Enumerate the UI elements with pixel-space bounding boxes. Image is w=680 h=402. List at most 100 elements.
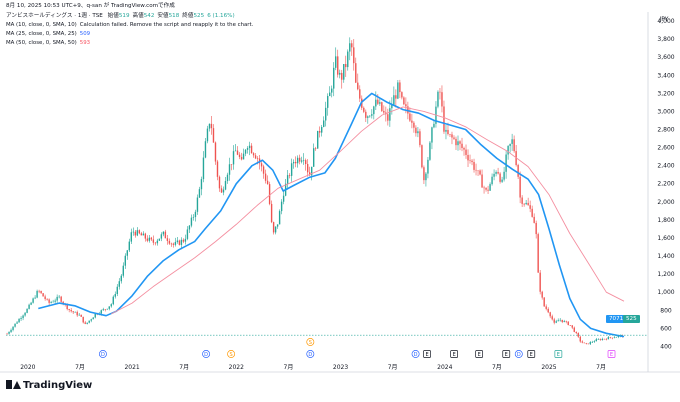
candle-body xyxy=(218,176,221,189)
event-mark-label: E xyxy=(505,352,508,358)
indicator-ma25[interactable]: MA (25, close, 0, SMA, 25) 509 xyxy=(6,31,90,38)
y-tick-label: 400 xyxy=(660,343,672,350)
candle-body xyxy=(20,318,22,320)
candle-body xyxy=(304,160,307,164)
candle-body xyxy=(92,317,94,320)
candle-body xyxy=(220,188,223,193)
candle-body xyxy=(441,92,443,107)
earnings-mark[interactable] xyxy=(423,350,431,358)
split-mark[interactable] xyxy=(227,350,236,358)
candle-body xyxy=(310,166,313,176)
candle-body xyxy=(389,108,391,121)
dividend-mark[interactable] xyxy=(411,350,420,358)
candle-body xyxy=(88,320,90,323)
candle-body xyxy=(212,128,215,143)
y-tick-label: 3,800 xyxy=(657,36,674,43)
candle-body xyxy=(300,160,303,162)
earnings-mark[interactable] xyxy=(607,350,616,358)
candle-body xyxy=(204,141,207,158)
candle-body xyxy=(62,301,64,304)
candle-body xyxy=(222,189,225,193)
candle-body xyxy=(6,333,8,335)
x-tick-label: 2025 xyxy=(541,364,556,371)
candle-body xyxy=(78,314,80,316)
y-tick-label: 4,000 xyxy=(657,18,674,25)
candle-body xyxy=(481,174,483,188)
candle-body xyxy=(541,291,543,298)
ohlc-values: 始値519 高値542 安値518 終値525 6 (1.16%) xyxy=(105,13,235,19)
candle-body xyxy=(577,333,579,337)
earnings-mark[interactable] xyxy=(502,350,511,358)
candle-body xyxy=(503,171,505,180)
candle-body xyxy=(44,296,46,300)
dividend-mark[interactable] xyxy=(202,350,211,358)
candle-body xyxy=(437,91,439,107)
y-tick-label: 1,600 xyxy=(657,235,674,242)
earnings-mark[interactable] xyxy=(554,350,563,358)
y-tick-label: 2,800 xyxy=(657,127,674,134)
y-tick-label: 2,600 xyxy=(657,145,674,152)
published-info: 8月 10, 2025 10:53 UTC+9、q-san が TradingV… xyxy=(6,3,175,9)
indicator-ma50[interactable]: MA (50, close, 0, SMA, 50) 593 xyxy=(6,40,90,47)
candle-body xyxy=(511,139,513,144)
candle-body xyxy=(419,131,421,146)
ohlc-value: 542 xyxy=(143,13,155,19)
candle-body xyxy=(469,160,471,161)
candle-body xyxy=(226,174,229,182)
y-tick-label: 1,200 xyxy=(657,271,674,278)
candle-body xyxy=(180,239,183,245)
dividend-mark[interactable] xyxy=(514,350,523,358)
ohlc-value: 6 (1.16%) xyxy=(207,13,235,19)
candle-body xyxy=(166,238,169,241)
candle-body xyxy=(244,149,247,154)
dividend-mark[interactable] xyxy=(98,350,107,358)
candle-body xyxy=(216,161,219,177)
candle-body xyxy=(615,336,618,338)
event-mark-label: E xyxy=(425,352,428,358)
event-mark-label: E xyxy=(530,352,533,358)
candle-body xyxy=(80,314,82,317)
candle-body xyxy=(230,164,233,165)
candle-body xyxy=(206,128,209,142)
candle-body xyxy=(493,173,495,177)
candle-body xyxy=(264,173,267,181)
x-tick-label: 7月 xyxy=(596,364,606,371)
candle-body xyxy=(457,141,459,146)
candle-body xyxy=(487,189,489,191)
candle-body xyxy=(381,102,383,111)
candle-body xyxy=(240,156,243,160)
candle-body xyxy=(417,131,419,134)
candle-body xyxy=(379,102,381,104)
earnings-mark[interactable] xyxy=(450,350,458,358)
candle-body xyxy=(26,308,28,313)
candle-body xyxy=(371,114,373,116)
candle-body xyxy=(589,342,591,345)
candle-body xyxy=(391,104,393,109)
earnings-mark[interactable] xyxy=(527,350,536,358)
candle-body xyxy=(164,231,167,239)
candle-body xyxy=(208,123,211,129)
candle-body xyxy=(479,170,481,175)
candle-body xyxy=(359,89,361,99)
indicator-ma10[interactable]: MA (10, close, 0, SMA, 10) Calculation fa… xyxy=(6,22,253,29)
candle-body xyxy=(260,163,263,167)
candle-body xyxy=(489,184,491,191)
candle-body xyxy=(595,339,597,342)
candle-body xyxy=(571,325,573,328)
candle-body xyxy=(28,304,30,309)
split-mark[interactable] xyxy=(306,338,315,346)
tradingview-logo-icon xyxy=(6,380,21,389)
candle-body xyxy=(601,338,604,341)
candle-body xyxy=(427,159,429,174)
candle-body xyxy=(52,301,54,303)
ohlc-item: 安値518 xyxy=(157,13,180,19)
candle-body xyxy=(278,211,281,225)
candle-body xyxy=(429,142,431,160)
indicator-label: MA (50, close, 0, SMA, 50) xyxy=(6,40,77,46)
candle-body xyxy=(150,237,153,240)
candle-body xyxy=(60,296,62,302)
dividend-mark[interactable] xyxy=(306,350,315,358)
earnings-mark[interactable] xyxy=(475,350,484,358)
candle-body xyxy=(302,160,305,161)
